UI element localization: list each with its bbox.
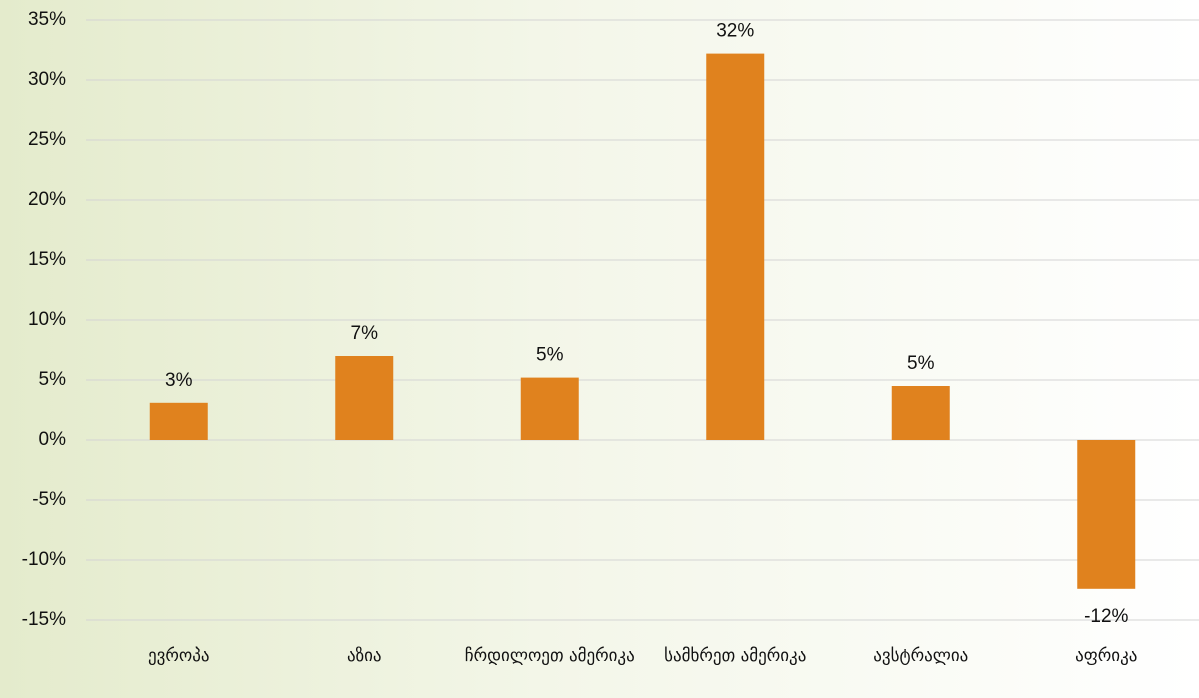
x-tick-label: აზია: [346, 646, 382, 666]
y-tick-label: 0%: [39, 429, 67, 450]
data-label: 32%: [716, 21, 754, 42]
data-label: -12%: [1084, 606, 1128, 627]
y-tick-label: 10%: [28, 309, 66, 330]
y-tick-label: -5%: [32, 489, 66, 510]
x-tick-label: აფრიკა: [1075, 646, 1138, 666]
data-label: 5%: [907, 353, 935, 374]
data-label: 5%: [536, 345, 564, 366]
y-tick-label: -15%: [22, 609, 66, 630]
x-tick-label: ევროპა: [147, 646, 210, 666]
y-tick-label: -10%: [22, 549, 66, 570]
x-tick-label: ჩრდილოეთ ამერიკა: [464, 646, 635, 666]
x-tick-label: ავსტრალია: [873, 646, 969, 666]
bar: [149, 402, 208, 440]
y-tick-label: 25%: [28, 129, 66, 150]
y-tick-label: 15%: [28, 249, 66, 270]
data-label: 3%: [165, 370, 193, 391]
y-tick-label: 5%: [39, 369, 67, 390]
bar: [706, 53, 765, 440]
y-tick-label: 30%: [28, 69, 66, 90]
y-tick-label: 20%: [28, 189, 66, 210]
bar: [891, 386, 950, 440]
x-tick-label: სამხრეთ ამერიკა: [664, 646, 807, 666]
bar: [335, 356, 394, 440]
data-label: 7%: [351, 323, 379, 344]
y-tick-label: 35%: [28, 9, 66, 30]
bar: [520, 377, 579, 440]
bar: [1077, 440, 1136, 589]
